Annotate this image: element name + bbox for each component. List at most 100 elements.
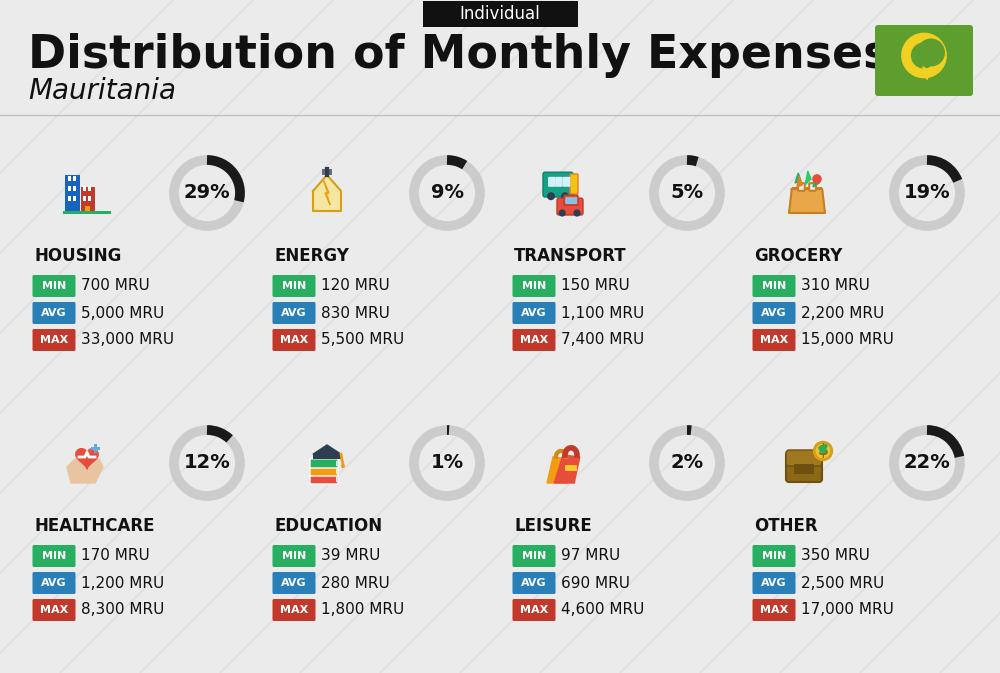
- Text: MIN: MIN: [522, 281, 546, 291]
- Text: 9%: 9%: [430, 184, 464, 203]
- FancyBboxPatch shape: [73, 197, 76, 201]
- FancyBboxPatch shape: [85, 206, 90, 213]
- Polygon shape: [789, 189, 825, 213]
- Text: 19%: 19%: [904, 184, 950, 203]
- Polygon shape: [313, 445, 341, 458]
- FancyBboxPatch shape: [83, 197, 86, 201]
- Text: AVG: AVG: [521, 308, 547, 318]
- Text: 350 MRU: 350 MRU: [801, 548, 870, 563]
- Text: 1,100 MRU: 1,100 MRU: [561, 306, 644, 320]
- FancyBboxPatch shape: [68, 176, 71, 181]
- FancyBboxPatch shape: [272, 545, 316, 567]
- FancyBboxPatch shape: [272, 599, 316, 621]
- Text: 1,200 MRU: 1,200 MRU: [81, 575, 164, 590]
- FancyBboxPatch shape: [512, 572, 556, 594]
- Polygon shape: [805, 171, 811, 185]
- FancyBboxPatch shape: [565, 197, 572, 204]
- Polygon shape: [813, 175, 819, 187]
- Text: 120 MRU: 120 MRU: [321, 279, 390, 293]
- FancyBboxPatch shape: [32, 572, 76, 594]
- FancyBboxPatch shape: [512, 329, 556, 351]
- FancyBboxPatch shape: [336, 460, 337, 466]
- FancyBboxPatch shape: [272, 572, 316, 594]
- Text: AVG: AVG: [41, 308, 67, 318]
- FancyBboxPatch shape: [313, 454, 341, 459]
- Text: 8,300 MRU: 8,300 MRU: [81, 602, 164, 618]
- Polygon shape: [920, 67, 934, 79]
- FancyBboxPatch shape: [272, 275, 316, 297]
- FancyBboxPatch shape: [68, 186, 71, 191]
- Text: GROCERY: GROCERY: [754, 247, 842, 265]
- Text: 4,600 MRU: 4,600 MRU: [561, 602, 644, 618]
- FancyBboxPatch shape: [564, 195, 578, 205]
- Text: 1%: 1%: [430, 454, 464, 472]
- Circle shape: [561, 192, 569, 200]
- Text: MAX: MAX: [40, 335, 68, 345]
- FancyBboxPatch shape: [794, 464, 814, 474]
- FancyBboxPatch shape: [543, 172, 573, 197]
- Text: EDUCATION: EDUCATION: [274, 517, 382, 535]
- Text: Individual: Individual: [460, 5, 540, 23]
- Text: MIN: MIN: [42, 551, 66, 561]
- FancyBboxPatch shape: [512, 545, 556, 567]
- FancyBboxPatch shape: [322, 169, 325, 175]
- FancyBboxPatch shape: [875, 25, 973, 96]
- Polygon shape: [67, 459, 103, 483]
- Text: AVG: AVG: [761, 308, 787, 318]
- FancyBboxPatch shape: [570, 174, 578, 194]
- FancyBboxPatch shape: [68, 197, 71, 201]
- Text: 280 MRU: 280 MRU: [321, 575, 390, 590]
- FancyBboxPatch shape: [272, 302, 316, 324]
- FancyBboxPatch shape: [32, 302, 76, 324]
- FancyBboxPatch shape: [563, 177, 570, 187]
- FancyBboxPatch shape: [422, 1, 578, 27]
- FancyBboxPatch shape: [81, 187, 95, 213]
- Text: MAX: MAX: [280, 605, 308, 615]
- Text: MAX: MAX: [520, 605, 548, 615]
- Circle shape: [812, 174, 822, 184]
- FancyBboxPatch shape: [310, 474, 338, 484]
- Text: 310 MRU: 310 MRU: [801, 279, 870, 293]
- Circle shape: [559, 209, 566, 217]
- Polygon shape: [76, 449, 98, 469]
- Text: MAX: MAX: [760, 335, 788, 345]
- FancyBboxPatch shape: [88, 186, 91, 191]
- FancyBboxPatch shape: [32, 329, 76, 351]
- FancyBboxPatch shape: [753, 329, 796, 351]
- Text: AVG: AVG: [761, 578, 787, 588]
- Circle shape: [341, 464, 345, 468]
- Text: $: $: [818, 444, 828, 458]
- FancyBboxPatch shape: [32, 275, 76, 297]
- FancyBboxPatch shape: [94, 444, 97, 453]
- Text: MAX: MAX: [760, 605, 788, 615]
- Polygon shape: [795, 173, 801, 183]
- FancyBboxPatch shape: [753, 545, 796, 567]
- Text: OTHER: OTHER: [754, 517, 818, 535]
- Text: 22%: 22%: [904, 454, 950, 472]
- FancyBboxPatch shape: [272, 329, 316, 351]
- Polygon shape: [313, 175, 341, 211]
- Text: Mauritania: Mauritania: [28, 77, 176, 105]
- Text: 150 MRU: 150 MRU: [561, 279, 630, 293]
- Text: ENERGY: ENERGY: [274, 247, 349, 265]
- Text: 2,500 MRU: 2,500 MRU: [801, 575, 884, 590]
- FancyBboxPatch shape: [83, 186, 86, 191]
- Text: MIN: MIN: [762, 551, 786, 561]
- Text: HOUSING: HOUSING: [34, 247, 121, 265]
- Text: 33,000 MRU: 33,000 MRU: [81, 332, 174, 347]
- FancyBboxPatch shape: [329, 169, 332, 175]
- Text: 2%: 2%: [670, 454, 704, 472]
- FancyBboxPatch shape: [65, 175, 80, 213]
- FancyBboxPatch shape: [786, 452, 822, 482]
- Text: 690 MRU: 690 MRU: [561, 575, 630, 590]
- Text: 830 MRU: 830 MRU: [321, 306, 390, 320]
- FancyBboxPatch shape: [753, 599, 796, 621]
- Polygon shape: [797, 176, 802, 187]
- FancyBboxPatch shape: [512, 599, 556, 621]
- Text: 5,000 MRU: 5,000 MRU: [81, 306, 164, 320]
- Text: MAX: MAX: [40, 605, 68, 615]
- FancyBboxPatch shape: [753, 302, 796, 324]
- FancyBboxPatch shape: [548, 177, 556, 187]
- Text: TRANSPORT: TRANSPORT: [514, 247, 627, 265]
- Text: Distribution of Monthly Expenses: Distribution of Monthly Expenses: [28, 32, 890, 77]
